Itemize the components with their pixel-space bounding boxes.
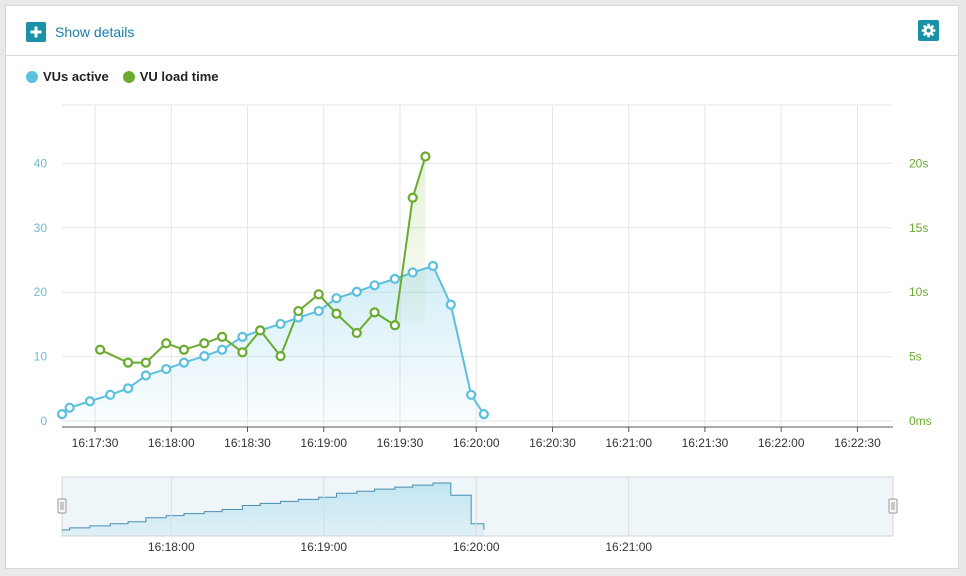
vus-active-point bbox=[161, 363, 172, 375]
vu-load-time-point bbox=[178, 344, 190, 355]
vus-active-point bbox=[84, 396, 96, 407]
vus-active-point bbox=[105, 389, 116, 400]
x-tick-label: 16:17:30 bbox=[72, 436, 119, 450]
vu-load-time-point bbox=[161, 338, 172, 349]
gear-icon[interactable] bbox=[918, 20, 939, 41]
legend-item-vus-active[interactable]: VUs active bbox=[26, 69, 109, 84]
x-tick-label: 16:22:30 bbox=[834, 436, 881, 450]
vus-active-point bbox=[351, 286, 362, 297]
navigator-line bbox=[62, 482, 485, 531]
show-details-label[interactable]: Show details bbox=[55, 24, 135, 40]
vus-active-point bbox=[389, 273, 401, 284]
vu-load-time-point bbox=[95, 344, 106, 355]
navigator-tick-label: 16:18:00 bbox=[148, 540, 195, 554]
y-right-tick-label: 20s bbox=[909, 156, 928, 170]
vus-active-point bbox=[478, 409, 489, 420]
legend-swatch-vus-active bbox=[26, 70, 38, 83]
vu-load-time-point bbox=[389, 320, 401, 331]
vu-load-time-point bbox=[199, 338, 210, 349]
navigator-tick-label: 16:21:00 bbox=[605, 540, 652, 554]
vus-active-point bbox=[331, 293, 342, 304]
y-right-tick-label: 10s bbox=[909, 285, 928, 299]
vus-active-point bbox=[466, 389, 477, 400]
y-left-tick-label: 30 bbox=[34, 221, 48, 235]
vu-load-time-point bbox=[140, 357, 151, 368]
x-tick-label: 16:20:00 bbox=[453, 436, 500, 450]
x-tick-label: 16:21:30 bbox=[682, 436, 729, 450]
vu-load-time-point bbox=[293, 305, 304, 317]
vu-load-time-point bbox=[369, 307, 380, 318]
vu-load-time-point bbox=[275, 351, 286, 362]
point-layer bbox=[56, 151, 489, 420]
vus-active-point bbox=[427, 260, 439, 272]
vus-active-point bbox=[199, 351, 210, 362]
y-right-tick-label: 15s bbox=[909, 221, 928, 235]
vu-load-time-point bbox=[255, 325, 266, 336]
vu-load-time-point bbox=[331, 308, 342, 319]
x-tick-label: 16:19:30 bbox=[377, 436, 424, 450]
vus-active-point bbox=[140, 370, 151, 381]
vus-active-point bbox=[178, 357, 190, 368]
legend-item-vu-load-time[interactable]: VU load time bbox=[122, 69, 219, 84]
navigator[interactable]: 16:18:00 16:19:00 16:20:00 16:21:00 bbox=[57, 476, 898, 554]
chart-legend: VUs active VU load time bbox=[26, 69, 233, 84]
x-tick-label: 16:22:00 bbox=[758, 436, 805, 450]
y-left-tick-label: 0 bbox=[40, 414, 47, 428]
vu-load-time-area bbox=[394, 156, 426, 326]
y-left-tick-label: 20 bbox=[34, 285, 48, 299]
x-tick-label: 16:18:30 bbox=[224, 436, 271, 450]
vus-active-point bbox=[237, 331, 248, 342]
vus-active-point bbox=[64, 402, 75, 413]
vu-load-time-point bbox=[237, 347, 248, 358]
vu-load-time-point bbox=[407, 192, 418, 203]
show-details-toggle[interactable]: Show details bbox=[26, 22, 134, 42]
vu-load-time-point bbox=[217, 331, 228, 342]
navigator-tick-label: 16:20:00 bbox=[453, 540, 500, 554]
navigator-tick-label: 16:19:00 bbox=[300, 540, 347, 554]
x-tick-label: 16:18:00 bbox=[148, 436, 195, 450]
vu-load-time-point bbox=[420, 151, 431, 162]
y-right-tick-label: 0ms bbox=[909, 414, 932, 428]
vu-load-time-point bbox=[351, 327, 362, 339]
x-tick-label: 16:21:00 bbox=[605, 436, 652, 450]
x-tick-label: 16:20:30 bbox=[529, 436, 576, 450]
vus-active-point bbox=[56, 409, 68, 420]
vus-active-point bbox=[275, 318, 286, 330]
chart-panel: Show details VUs act bbox=[5, 5, 959, 569]
vus-active-point bbox=[407, 267, 418, 278]
vu-load-time-point bbox=[122, 357, 134, 368]
legend-swatch-vu-load-time bbox=[122, 70, 135, 83]
legend-label-vu-load-time[interactable]: VU load time bbox=[139, 69, 219, 84]
axis-layer: 0 10 20 30 40 0ms 5s 10s 15s 20s 16:17:30 16:18:00 1… bbox=[34, 156, 932, 450]
y-left-tick-label: 10 bbox=[34, 350, 48, 364]
vus-active-point bbox=[313, 305, 324, 317]
legend-label-vus-active[interactable]: VUs active bbox=[43, 69, 109, 84]
vus-active-point bbox=[445, 299, 456, 310]
navigator-handle-left[interactable] bbox=[57, 498, 67, 514]
y-left-tick-label: 40 bbox=[34, 156, 48, 170]
x-tick-label: 16:19:00 bbox=[300, 436, 347, 450]
plus-icon[interactable] bbox=[26, 22, 46, 42]
vus-active-point bbox=[369, 280, 380, 291]
navigator-area bbox=[62, 483, 484, 536]
vu-load-time-point bbox=[313, 289, 324, 300]
vus-active-point bbox=[217, 344, 228, 355]
panel-toolbar: Show details bbox=[6, 6, 958, 56]
y-right-tick-label: 5s bbox=[909, 350, 922, 364]
vus-active-point bbox=[122, 383, 134, 394]
navigator-handle-right[interactable] bbox=[888, 498, 898, 514]
